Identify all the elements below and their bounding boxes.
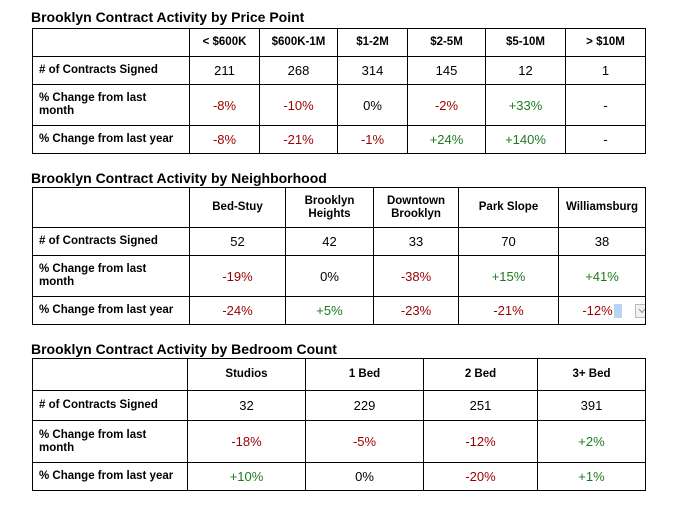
data-cell: -5% [305,420,424,463]
column-header: 3+ Bed [537,358,646,391]
section-title-neighborhood: Brooklyn Contract Activity by Neighborho… [31,170,327,186]
table-row: % Change from last month -18% -5% -12% +… [32,420,646,463]
data-cell: 0% [305,462,424,491]
table-row: % Change from last year +10% 0% -20% +1% [32,462,646,491]
data-cell: 42 [285,227,374,256]
selected-cell[interactable]: -12% [558,296,646,325]
column-header: $2-5M [407,28,486,57]
data-cell: 391 [537,390,646,421]
header-row: Bed-Stuy Brooklyn Heights Downtown Brook… [32,187,646,228]
data-cell: -8% [189,125,260,154]
corner-cell [32,358,188,391]
data-cell: 268 [259,56,338,85]
row-label: % Change from last month [32,420,188,463]
column-header: 1 Bed [305,358,424,391]
data-cell: -20% [423,462,538,491]
header-row: < $600K $600K-1M $1-2M $2-5M $5-10M > $1… [32,28,646,57]
data-cell: +2% [537,420,646,463]
data-cell: 211 [189,56,260,85]
column-header: $600K-1M [259,28,338,57]
table-row: # of Contracts Signed 52 42 33 70 38 [32,227,646,256]
data-cell: -18% [187,420,306,463]
data-cell: -38% [373,255,459,297]
data-cell: -21% [458,296,559,325]
column-header: $5-10M [485,28,566,57]
chevron-down-icon[interactable] [635,303,645,318]
corner-cell [32,187,190,228]
row-label: # of Contracts Signed [32,390,188,421]
table-row: # of Contracts Signed 32 229 251 391 [32,390,646,421]
data-cell: 251 [423,390,538,421]
data-cell: +1% [537,462,646,491]
column-header: Downtown Brooklyn [373,187,459,228]
data-cell: 32 [187,390,306,421]
column-header: Bed-Stuy [189,187,286,228]
row-label: % Change from last year [32,462,188,491]
table-row: % Change from last month -19% 0% -38% +1… [32,255,646,297]
row-label: # of Contracts Signed [32,56,190,85]
column-header: Studios [187,358,306,391]
column-header: > $10M [565,28,646,57]
data-cell: -23% [373,296,459,325]
section-title-bedroom-count: Brooklyn Contract Activity by Bedroom Co… [31,341,337,357]
data-cell: +15% [458,255,559,297]
data-cell: +140% [485,125,566,154]
data-cell: 145 [407,56,486,85]
data-cell: -8% [189,84,260,126]
data-cell: -12% [423,420,538,463]
data-cell: 0% [285,255,374,297]
column-header: $1-2M [337,28,408,57]
row-label: % Change from last year [32,125,190,154]
data-cell: -2% [407,84,486,126]
corner-cell [32,28,190,57]
data-cell: - [565,84,646,126]
row-label: # of Contracts Signed [32,227,190,256]
section-title-price-point: Brooklyn Contract Activity by Price Poin… [31,9,305,25]
neighborhood-table: Bed-Stuy Brooklyn Heights Downtown Brook… [32,187,646,325]
row-label: % Change from last month [32,255,190,297]
data-cell: 12 [485,56,566,85]
row-label: % Change from last year [32,296,190,325]
data-cell: -1% [337,125,408,154]
table-row: % Change from last year -24% +5% -23% -2… [32,296,646,325]
data-cell: +24% [407,125,486,154]
data-cell: 70 [458,227,559,256]
price-point-table: < $600K $600K-1M $1-2M $2-5M $5-10M > $1… [32,28,646,154]
data-cell: -19% [189,255,286,297]
data-cell: +33% [485,84,566,126]
table-row: % Change from last month -8% -10% 0% -2%… [32,84,646,126]
table-row: # of Contracts Signed 211 268 314 145 12… [32,56,646,85]
data-cell: -21% [259,125,338,154]
data-cell: +41% [558,255,646,297]
text-selection-highlight [613,304,622,319]
data-cell: 1 [565,56,646,85]
data-cell: 229 [305,390,424,421]
table-row: % Change from last year -8% -21% -1% +24… [32,125,646,154]
column-header: Williamsburg [558,187,646,228]
bedroom-count-table: Studios 1 Bed 2 Bed 3+ Bed # of Contract… [32,358,646,491]
row-label: % Change from last month [32,84,190,126]
data-cell: 33 [373,227,459,256]
data-cell: 38 [558,227,646,256]
column-header: 2 Bed [423,358,538,391]
data-cell: +5% [285,296,374,325]
data-cell: -10% [259,84,338,126]
data-cell: 0% [337,84,408,126]
header-row: Studios 1 Bed 2 Bed 3+ Bed [32,358,646,391]
column-header: Park Slope [458,187,559,228]
data-cell: -24% [189,296,286,325]
data-cell: - [565,125,646,154]
column-header: Brooklyn Heights [285,187,374,228]
cell-value: -12% [582,302,613,318]
data-cell: +10% [187,462,306,491]
data-cell: 52 [189,227,286,256]
data-cell: 314 [337,56,408,85]
column-header: < $600K [189,28,260,57]
